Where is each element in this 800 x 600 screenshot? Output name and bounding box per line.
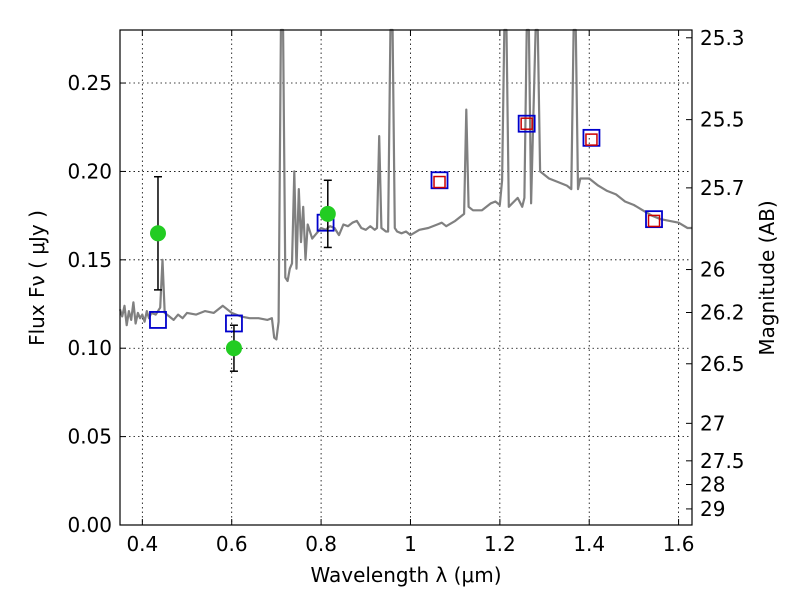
x-tick-label: 1.6 [663,532,695,556]
blue-model-point [517,114,536,133]
right-axis-label: Magnitude (AB) [755,200,779,355]
marker-series [149,114,663,372]
y-tick-label: 0.15 [67,248,112,272]
observed-point [149,225,166,242]
red-model-point [433,175,446,189]
x-tick-label: 0.6 [216,532,248,556]
red-model-point [647,214,661,228]
y-tick-label: 0.10 [67,336,112,360]
y-tick-label: 0.05 [67,425,112,449]
x-tick-label: 1.2 [484,532,516,556]
right-tick-label: 25.7 [700,176,745,200]
y-tick-label: 0.00 [67,513,112,537]
right-tick-label: 26 [700,258,725,282]
right-tick-label: 25.3 [700,26,745,50]
observed-point [225,340,242,357]
x-axis-label: Wavelength λ (μm) [310,563,501,587]
y-axis-label: Flux Fν ( μJy ) [25,210,49,346]
tick-marks [120,30,692,526]
right-tick-label: 25.5 [700,108,745,132]
plot-frame [119,29,693,526]
right-tick-label: 27 [700,411,725,435]
grid [120,30,692,526]
x-tick-label: 0.8 [305,532,337,556]
red-model-point [585,133,598,146]
y-tick-label: 0.20 [67,159,112,183]
right-tick-label: 26.2 [700,301,745,325]
x-tick-label: 1.4 [573,532,605,556]
right-tick-label: 29 [700,497,725,521]
red-model-point [520,117,533,130]
plot-background [120,30,692,525]
spectrum-line [118,28,692,341]
x-tick-label: 1 [404,532,417,556]
right-tick-label: 27.5 [700,449,745,473]
right-tick-label: 28 [700,473,725,497]
tick-labels: 0.4 0.6 0.8 1 1.2 1.4 1.6 0.00 0.05 0.10 0.15 0.20 0… [67,26,744,556]
right-tick-label: 26.5 [700,352,745,376]
x-tick-label: 0.4 [126,532,158,556]
blue-model-point [149,311,167,329]
spectrum-series [118,28,692,341]
y-tick-label: 0.25 [67,71,112,95]
observed-point [319,205,336,222]
